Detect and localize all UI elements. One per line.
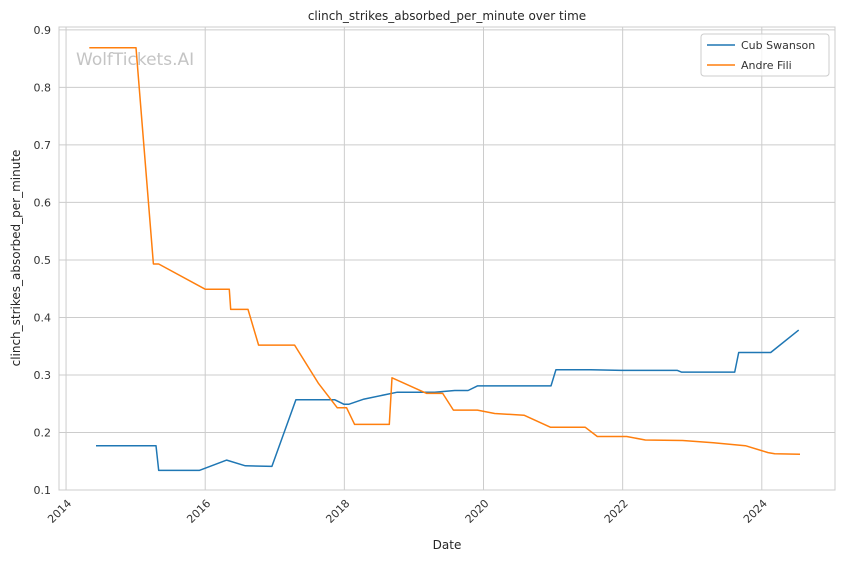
x-tick-label: 2024 xyxy=(741,497,770,526)
y-tick-label: 0.3 xyxy=(34,369,52,382)
x-axis-title: Date xyxy=(433,538,462,552)
y-tick-label: 0.6 xyxy=(34,196,52,209)
y-tick-label: 0.1 xyxy=(34,484,52,497)
x-tick-label: 2020 xyxy=(463,497,492,526)
y-tick-label: 0.2 xyxy=(34,426,52,439)
plot-area xyxy=(59,27,835,490)
series-line-1 xyxy=(89,46,801,456)
y-tick-label: 0.9 xyxy=(34,24,52,37)
legend: Cub Swanson Andre Fili xyxy=(700,33,830,77)
x-tick-label: 2016 xyxy=(184,497,213,526)
x-tick-label: 2014 xyxy=(45,497,74,526)
chart-title: clinch_strikes_absorbed_per_minute over … xyxy=(308,9,586,23)
x-tick-label: 2022 xyxy=(602,497,631,526)
grid-lines xyxy=(59,27,835,491)
series-line-0 xyxy=(96,329,800,472)
watermark: WolfTickets.AI xyxy=(76,50,194,70)
plot-frame xyxy=(58,26,836,491)
y-axis-ticks: 0.1 0.2 0.3 0.4 0.5 0.6 0.7 0.8 0.9 xyxy=(34,24,52,497)
y-tick-label: 0.5 xyxy=(34,254,52,267)
legend-label: Andre Fili xyxy=(741,59,792,72)
x-tick-label: 2018 xyxy=(323,497,352,526)
y-tick-label: 0.4 xyxy=(34,311,52,324)
y-tick-label: 0.7 xyxy=(34,139,52,152)
x-axis-ticks: 2014 2016 2018 2020 2022 2024 xyxy=(45,497,770,526)
legend-label: Cub Swanson xyxy=(741,39,815,52)
series-lines xyxy=(89,46,801,472)
y-tick-label: 0.8 xyxy=(34,81,52,94)
y-axis-title: clinch_strikes_absorbed_per_minute xyxy=(9,150,23,367)
